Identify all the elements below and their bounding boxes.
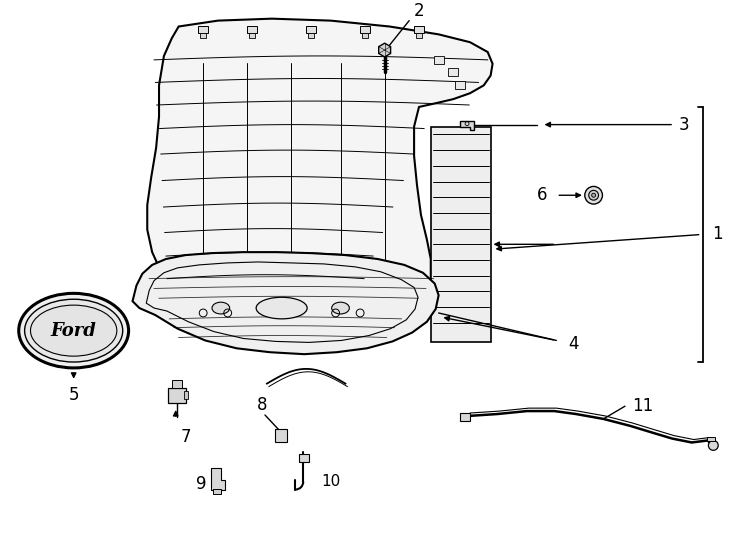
Circle shape — [592, 193, 595, 197]
Text: 4: 4 — [569, 335, 579, 353]
Bar — [448, 68, 458, 76]
Polygon shape — [460, 120, 474, 131]
Ellipse shape — [212, 302, 230, 314]
Text: 6: 6 — [537, 186, 548, 204]
Bar — [414, 25, 424, 33]
Bar — [213, 489, 221, 495]
Text: 11: 11 — [632, 397, 653, 415]
Bar — [455, 82, 465, 89]
Bar — [184, 392, 189, 399]
Ellipse shape — [256, 298, 307, 319]
Ellipse shape — [25, 299, 123, 362]
Bar — [360, 25, 370, 33]
Text: 5: 5 — [68, 387, 79, 404]
Polygon shape — [148, 19, 493, 349]
Polygon shape — [133, 252, 439, 354]
Text: 7: 7 — [181, 428, 191, 445]
Circle shape — [585, 186, 603, 204]
Bar — [200, 33, 206, 38]
Circle shape — [708, 441, 718, 450]
Ellipse shape — [19, 293, 128, 368]
Polygon shape — [431, 126, 490, 342]
Ellipse shape — [31, 305, 117, 356]
Text: 9: 9 — [196, 475, 206, 492]
Text: 1: 1 — [712, 226, 722, 244]
Text: 10: 10 — [321, 474, 341, 489]
Bar — [172, 380, 181, 388]
Bar — [308, 33, 314, 38]
Polygon shape — [211, 468, 225, 490]
Bar — [250, 33, 255, 38]
Bar — [168, 388, 186, 403]
Bar — [362, 33, 368, 38]
Polygon shape — [379, 43, 390, 57]
Ellipse shape — [332, 302, 349, 314]
Text: 3: 3 — [678, 116, 689, 133]
Bar — [416, 33, 422, 38]
Text: 8: 8 — [257, 396, 267, 414]
Bar — [434, 56, 443, 64]
Text: 2: 2 — [414, 2, 424, 20]
Bar — [460, 413, 470, 421]
Bar — [247, 25, 257, 33]
Text: Ford: Ford — [51, 322, 97, 340]
Bar — [299, 454, 309, 462]
Bar — [198, 25, 208, 33]
Bar — [306, 25, 316, 33]
Bar — [708, 436, 715, 441]
Circle shape — [589, 190, 598, 200]
Bar — [275, 429, 286, 442]
